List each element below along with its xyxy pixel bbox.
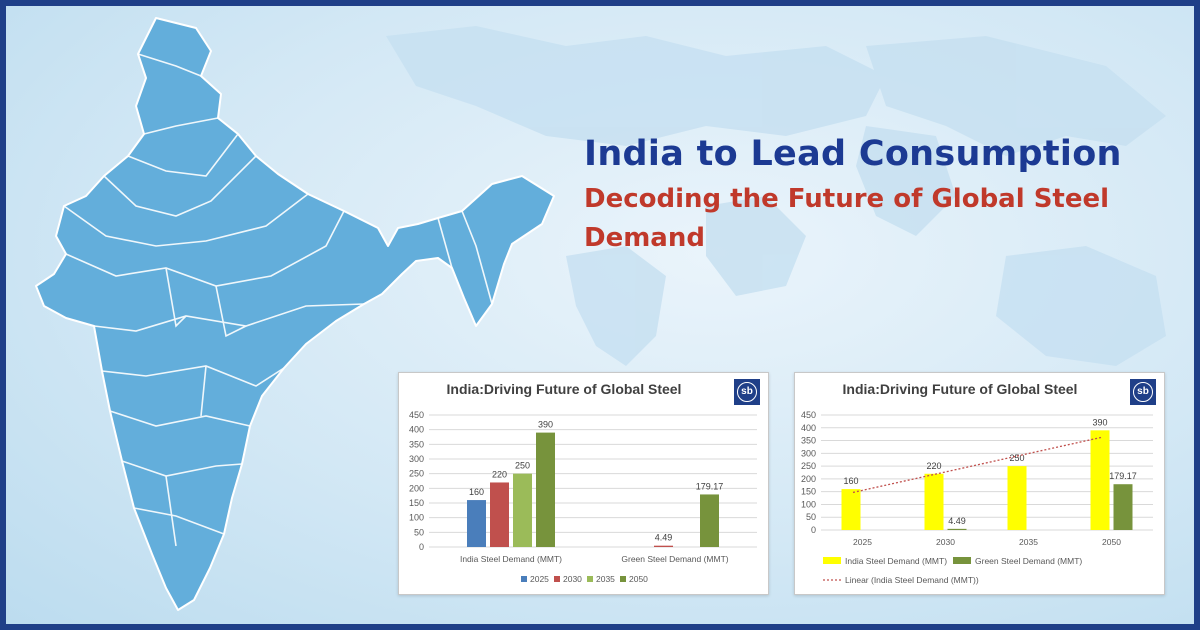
legend-label: Green Steel Demand (MMT) — [975, 556, 1082, 566]
sb-logo-badge: sb — [1130, 379, 1156, 405]
sb-logo-icon: sb — [737, 382, 757, 402]
chart-card-by-category: India:Driving Future of Global Steel sb … — [398, 372, 769, 595]
trendline — [852, 436, 1103, 494]
y-tick-label: 150 — [409, 498, 424, 508]
data-label: 390 — [538, 420, 553, 430]
bar — [654, 545, 673, 547]
bar — [490, 482, 509, 547]
sb-logo-icon: sb — [1133, 382, 1153, 402]
bar — [700, 494, 719, 547]
legend-swatch — [554, 576, 560, 582]
data-label: 160 — [843, 476, 858, 486]
bar — [536, 432, 555, 547]
y-tick-label: 350 — [409, 439, 424, 449]
legend-swatch — [521, 576, 527, 582]
legend-label: 2025 — [530, 574, 549, 584]
legend-swatch — [823, 557, 841, 564]
y-tick-label: 450 — [801, 410, 816, 420]
bar-chart-with-trendline: 0 50 100 150 200 250 300 350 400 450 160 2025 220 4.4… — [801, 410, 1153, 585]
data-label: 390 — [1092, 417, 1107, 427]
category-label: 2035 — [1019, 537, 1038, 547]
y-tick-label: 150 — [801, 487, 816, 497]
category-label: Green Steel Demand (MMT) — [621, 554, 728, 564]
legend-label: Linear (India Steel Demand (MMT)) — [845, 575, 979, 585]
india-map-shape — [35, 17, 555, 611]
sb-logo-badge: sb — [734, 379, 760, 405]
y-tick-label: 400 — [409, 425, 424, 435]
chart-title: India:Driving Future of Global Steel — [842, 381, 1078, 397]
legend-swatch — [587, 576, 593, 582]
bar — [513, 473, 532, 547]
world-map-silhouette — [386, 26, 1166, 366]
y-tick-label: 400 — [801, 423, 816, 433]
bar — [1090, 430, 1110, 530]
category-label: India Steel Demand (MMT) — [460, 554, 562, 564]
legend-swatch — [620, 576, 626, 582]
chart-title: India:Driving Future of Global Steel — [446, 381, 682, 397]
y-tick-label: 50 — [806, 512, 816, 522]
legend-label: India Steel Demand (MMT) — [845, 556, 947, 566]
category-label: 2030 — [936, 537, 955, 547]
y-tick-label: 200 — [801, 474, 816, 484]
y-tick-label: 450 — [409, 410, 424, 420]
india-map — [35, 17, 555, 611]
data-label: 160 — [469, 487, 484, 497]
y-tick-label: 350 — [801, 436, 816, 446]
data-label: 4.49 — [948, 516, 966, 526]
bar — [841, 489, 861, 530]
y-tick-label: 0 — [419, 542, 424, 552]
bar — [467, 500, 486, 547]
bar — [1113, 484, 1133, 530]
y-tick-label: 0 — [811, 525, 816, 535]
page-title: India to Lead Consumption — [584, 134, 1122, 174]
legend-label: 2050 — [629, 574, 648, 584]
y-tick-label: 200 — [409, 483, 424, 493]
grouped-bar-chart: 0 50 100 150 200 250 300 350 400 450 160 220 250 390 I… — [409, 410, 757, 584]
bar — [947, 528, 967, 530]
background-map — [35, 17, 1166, 611]
data-label: 179.17 — [1109, 471, 1137, 481]
y-tick-label: 250 — [801, 461, 816, 471]
data-label: 4.49 — [655, 533, 673, 543]
data-label: 220 — [492, 469, 507, 479]
data-label: 220 — [926, 461, 941, 471]
y-tick-label: 100 — [801, 499, 816, 509]
legend-swatch — [953, 557, 971, 564]
y-tick-label: 300 — [801, 448, 816, 458]
headline: India to Lead Consumption Decoding the F… — [584, 134, 1184, 258]
category-label: 2025 — [853, 537, 872, 547]
state-borders — [63, 53, 493, 547]
y-tick-label: 300 — [409, 454, 424, 464]
y-tick-label: 50 — [414, 527, 424, 537]
page-subtitle: Decoding the Future of Global Steel Dema… — [584, 184, 1110, 253]
bar — [924, 473, 944, 530]
bar — [1007, 466, 1027, 530]
data-label: 250 — [1009, 453, 1024, 463]
chart-card-by-year: India:Driving Future of Global Steel sb … — [794, 372, 1165, 595]
y-tick-label: 100 — [409, 513, 424, 523]
data-label: 179.17 — [696, 481, 724, 491]
legend-label: 2035 — [596, 574, 615, 584]
legend-label: 2030 — [563, 574, 582, 584]
category-label: 2050 — [1102, 537, 1121, 547]
y-tick-label: 250 — [409, 469, 424, 479]
data-label: 250 — [515, 461, 530, 471]
